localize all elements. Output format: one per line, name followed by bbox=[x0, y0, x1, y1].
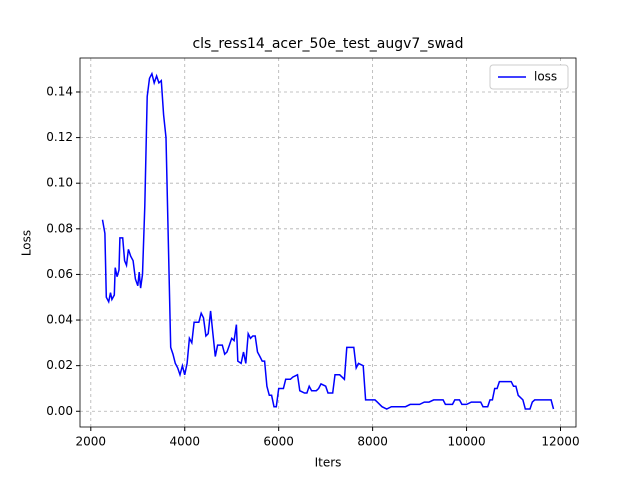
x-tick-label: 10000 bbox=[447, 435, 485, 449]
y-tick-label: 0.02 bbox=[46, 358, 73, 372]
axes-frame bbox=[79, 57, 577, 428]
y-tick-label: 0.04 bbox=[46, 313, 73, 327]
y-tick-label: 0.00 bbox=[46, 404, 73, 418]
y-axis-label: Loss bbox=[20, 230, 34, 256]
legend-box bbox=[489, 64, 569, 90]
y-tick-label: 0.08 bbox=[46, 221, 73, 235]
x-tick-label: 8000 bbox=[357, 435, 388, 449]
x-tick-label: 12000 bbox=[541, 435, 579, 449]
y-tick-label: 0.12 bbox=[46, 130, 73, 144]
y-tick-label: 0.14 bbox=[46, 84, 73, 98]
x-tick-label: 4000 bbox=[169, 435, 200, 449]
y-tick-label: 0.06 bbox=[46, 267, 73, 281]
x-tick-label: 2000 bbox=[76, 435, 107, 449]
line-series bbox=[101, 71, 555, 410]
x-axis-label: Iters bbox=[315, 456, 342, 470]
y-tick-label: 0.10 bbox=[46, 176, 73, 190]
legend-label: loss bbox=[534, 70, 557, 84]
x-tick-label: 6000 bbox=[263, 435, 294, 449]
chart-title: cls_ress14_acer_50e_test_augv7_swad bbox=[192, 36, 463, 52]
